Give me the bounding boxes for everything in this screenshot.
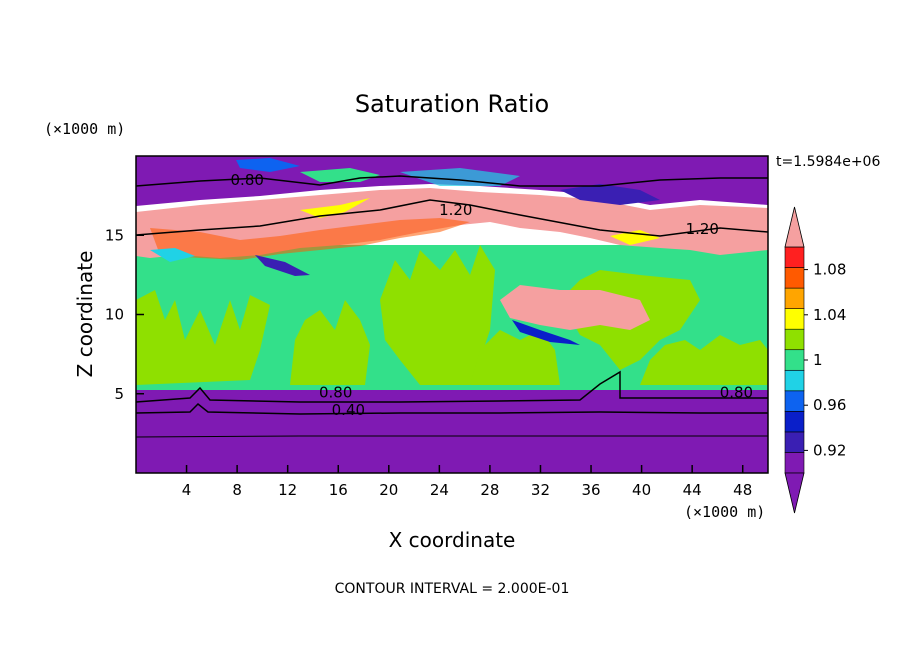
contour-interval-footer: CONTOUR INTERVAL = 2.000E-01: [335, 581, 570, 597]
colorbar-swatch: [784, 349, 805, 371]
colorbar-swatch: [784, 431, 805, 453]
time-label: t=1.5984e+06: [776, 154, 880, 170]
plot-field: [136, 156, 768, 473]
x-tick-label: 24: [430, 481, 449, 499]
colorbar-swatch: [784, 369, 805, 392]
contour-020: [136, 435, 768, 438]
x-tick-label: 16: [329, 481, 348, 499]
x-tick-label: 12: [278, 481, 297, 499]
contour-label: 1.20: [439, 201, 472, 219]
x-tick-label: 36: [581, 481, 600, 499]
x-tick-label: 8: [232, 481, 242, 499]
embedded-supersat-patch: [500, 285, 650, 330]
contour-label-layer: 0.801.201.200.80 0.800.40: [231, 171, 754, 419]
colorbar-over-arrow: [784, 206, 805, 248]
colorbar-swatch: [784, 246, 805, 268]
upper-dark-patch: [560, 184, 660, 205]
contour-label: 0.80: [319, 383, 352, 401]
field-lower-purple: [136, 385, 768, 473]
x-tick-label: 32: [531, 481, 550, 499]
colorbar-swatch: [784, 267, 805, 289]
contour-080-lower: [136, 370, 768, 403]
cyan-streak-1: [150, 248, 195, 262]
colorbar-swatch: [784, 287, 805, 309]
colorbar-swatch: [784, 328, 805, 351]
upper-blue-patch: [236, 158, 300, 172]
x-tick-label: 4: [182, 481, 192, 499]
lime-plume-1: [136, 290, 270, 385]
y-unit-label: (×1000 m): [44, 120, 125, 138]
embedded-blue-streak: [512, 320, 580, 345]
contour-label: 0.40: [332, 401, 365, 419]
y-tick-label: 5: [114, 385, 124, 403]
colorbar-under-arrow: [784, 472, 805, 514]
contour-label: 0.80: [720, 383, 753, 401]
x-tick-label: 40: [632, 481, 651, 499]
colorbar-label: 1.04: [813, 306, 846, 324]
x-tick-label: 48: [733, 481, 752, 499]
y-tick-label: 10: [105, 306, 124, 324]
contour-label: 1.20: [686, 220, 719, 238]
x-axis: 4 8 12 16 20 24 28 32 36 40 44 48: [182, 465, 752, 499]
lime-plume-6: [640, 335, 768, 385]
x-axis-title: X coordinate: [389, 528, 516, 552]
contour-080-upper: [136, 175, 768, 187]
y-tick-label: 15: [105, 226, 124, 244]
colorbar-swatch: [784, 411, 805, 433]
contour-label: 0.80: [231, 171, 264, 189]
upper-cyan-patch: [400, 168, 520, 186]
colorbar-swatch: [784, 452, 805, 474]
chart-title: Saturation Ratio: [355, 90, 549, 118]
lime-plume-3: [380, 245, 495, 385]
colorbar-label: 1: [813, 351, 823, 369]
lime-plume-2: [290, 300, 370, 385]
contour-120: [136, 199, 768, 237]
yellow-streak-2: [610, 230, 660, 245]
colorbar-label: 0.92: [813, 441, 846, 459]
purple-streak-1: [255, 255, 310, 276]
yellow-streak-1: [300, 198, 370, 218]
colorbar: 0.92 0.96 1 1.04 1.08: [784, 206, 846, 514]
colorbar-label: 1.08: [813, 261, 846, 279]
contour-040: [136, 402, 768, 415]
lime-plume-4: [470, 330, 560, 385]
x-tick-label: 44: [683, 481, 702, 499]
colorbar-swatch: [784, 308, 805, 330]
y-axis-title: Z coordinate: [73, 251, 97, 378]
x-unit-label: (×1000 m): [684, 503, 765, 521]
x-tick-label: 28: [480, 481, 499, 499]
orange-streaks: [150, 218, 470, 260]
colorbar-label: 0.96: [813, 396, 846, 414]
colorbar-swatch: [784, 390, 805, 412]
y-axis: 5 10 15: [105, 226, 144, 403]
x-tick-label: 20: [379, 481, 398, 499]
